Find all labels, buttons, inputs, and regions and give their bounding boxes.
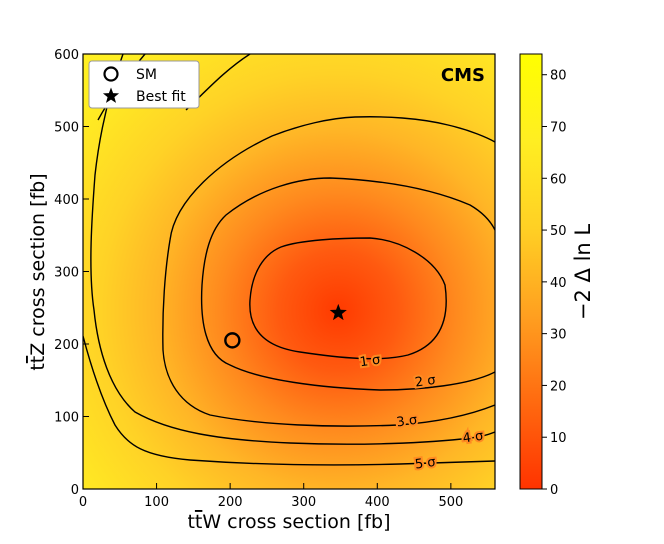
legend: SM Best fit bbox=[88, 60, 200, 109]
svg-text:3 σ: 3 σ bbox=[396, 413, 419, 431]
x-tick-label: 500 bbox=[438, 495, 463, 510]
colorbar-label: −2 Δ ln L bbox=[571, 224, 595, 320]
x-axis-ticks: 0 100 200 300 400 500 bbox=[79, 483, 463, 510]
colorbar-gradient bbox=[519, 53, 543, 490]
best-fit-star-marker bbox=[329, 303, 347, 321]
sm-point-marker bbox=[224, 332, 241, 349]
y-tick-label: 400 bbox=[54, 193, 79, 208]
colorbar-tick-label: 60 bbox=[550, 172, 567, 187]
contour-lines bbox=[83, 54, 495, 466]
colorbar-tick-label: 40 bbox=[550, 276, 567, 291]
y-tick-label: 500 bbox=[54, 121, 79, 136]
colorbar-ticks: 0 10 20 30 40 50 60 70 80 bbox=[542, 69, 567, 498]
legend-best-fit-marker bbox=[102, 87, 120, 103]
y-tick-label: 100 bbox=[54, 411, 79, 426]
colorbar-tick-label: 70 bbox=[550, 121, 567, 136]
y-tick-label: 0 bbox=[71, 483, 79, 498]
contour-label-4-sigma: 4 σ bbox=[460, 427, 487, 449]
contour-labels: 1 σ 2 σ 3 σ 4 σ 5 σ bbox=[357, 351, 487, 475]
colorbar-tick-label: 20 bbox=[550, 379, 567, 394]
experiment-label: CMS bbox=[441, 65, 485, 86]
contour-label-3-sigma: 3 σ bbox=[394, 411, 421, 433]
svg-text:5 σ: 5 σ bbox=[414, 455, 437, 473]
x-tick-label: 100 bbox=[144, 495, 169, 510]
contour-5-sigma bbox=[83, 335, 495, 466]
y-axis-title-tbar: t bbox=[27, 356, 49, 363]
contour-label-1-sigma: 1 σ bbox=[357, 351, 384, 373]
x-axis-title-tbar: t bbox=[195, 511, 202, 533]
y-tick-label: 200 bbox=[54, 338, 79, 353]
y-axis-title-rest: Z cross section [fb] bbox=[27, 173, 49, 355]
contour-2-sigma bbox=[200, 177, 495, 391]
x-axis-title-rest: W cross section [fb] bbox=[202, 511, 390, 533]
colorbar-tick-label: 0 bbox=[550, 483, 558, 498]
colorbar: 0 10 20 30 40 50 60 70 80 −2 Δ ln L bbox=[519, 53, 595, 498]
contour-label-2-sigma: 2 σ bbox=[412, 371, 439, 393]
heatmap-field bbox=[83, 54, 495, 489]
x-tick-label: 0 bbox=[79, 495, 87, 510]
y-axis-title: ttZ cross section [fb] bbox=[27, 173, 49, 370]
svg-text:ttW cross section [fb]: ttW cross section [fb] bbox=[187, 511, 390, 533]
contour-4-sigma bbox=[90, 54, 495, 445]
svg-text:2 σ: 2 σ bbox=[414, 373, 437, 391]
contour-3-sigma bbox=[162, 116, 495, 427]
y-axis-title-t: t bbox=[27, 363, 49, 370]
x-tick-label: 200 bbox=[218, 495, 243, 510]
colorbar-tick-label: 80 bbox=[550, 69, 567, 84]
colorbar-tick-label: 50 bbox=[550, 224, 567, 239]
y-axis-ticks: 0 100 200 300 400 500 600 bbox=[54, 48, 89, 498]
legend-best-fit-label: Best fit bbox=[136, 89, 186, 105]
y-tick-label: 600 bbox=[54, 48, 79, 63]
svg-text:1 σ: 1 σ bbox=[359, 353, 382, 371]
x-tick-label: 300 bbox=[291, 495, 316, 510]
svg-text:4 σ: 4 σ bbox=[462, 429, 485, 447]
colorbar-tick-label: 10 bbox=[550, 431, 567, 446]
legend-sm-label: SM bbox=[136, 67, 157, 83]
legend-sm-marker bbox=[103, 66, 119, 82]
x-tick-label: 400 bbox=[365, 495, 390, 510]
x-axis-title-t: t bbox=[187, 511, 194, 533]
contour-label-5-sigma: 5 σ bbox=[412, 453, 439, 475]
x-axis-title: ttW cross section [fb] bbox=[187, 511, 390, 533]
colorbar-tick-label: 30 bbox=[550, 328, 567, 343]
y-tick-label: 300 bbox=[54, 266, 79, 281]
svg-text:ttZ cross section [fb]: ttZ cross section [fb] bbox=[27, 173, 49, 370]
contour-1-sigma bbox=[249, 237, 447, 360]
